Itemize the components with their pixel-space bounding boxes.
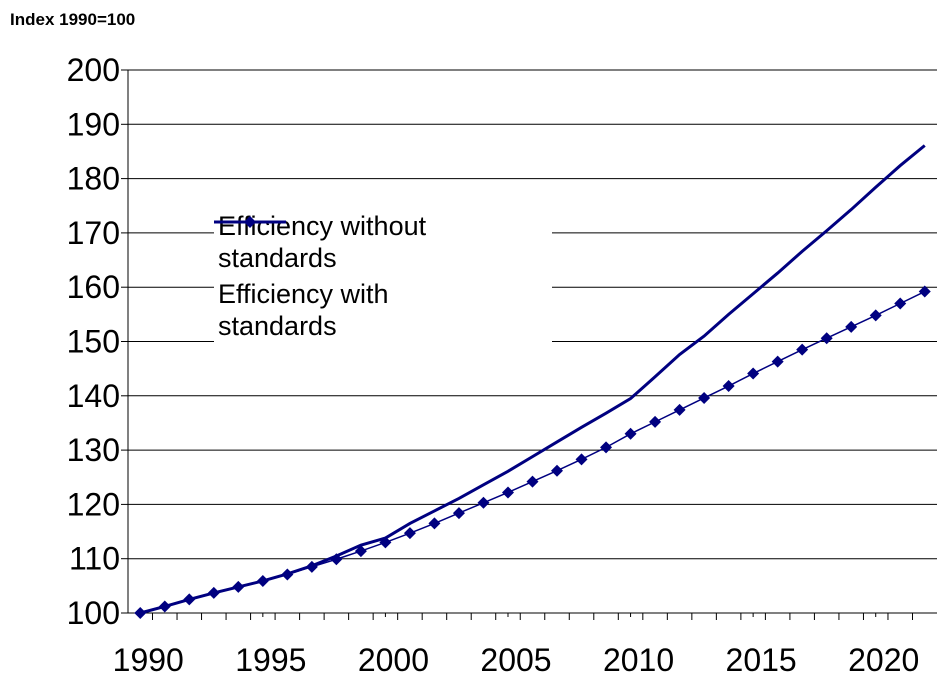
series-line	[139, 144, 926, 615]
data-point	[354, 545, 367, 558]
data-point	[771, 355, 784, 368]
data-point	[428, 517, 441, 530]
y-tick-label: 150	[67, 324, 120, 360]
data-point	[845, 320, 858, 333]
data-point	[526, 475, 539, 488]
x-tick-label: 1995	[235, 642, 306, 678]
data-point	[796, 343, 809, 356]
x-tick-label: 2000	[358, 642, 429, 678]
data-point	[649, 415, 662, 428]
data-point	[747, 367, 760, 380]
legend: Efficiency without standards Efficiency w…	[214, 206, 552, 350]
y-tick-label: 110	[69, 541, 120, 577]
data-point	[624, 427, 637, 440]
data-point	[869, 309, 882, 322]
x-tick-label: 2020	[848, 642, 919, 678]
data-point	[820, 332, 833, 345]
data-point	[894, 297, 907, 310]
y-tick-label: 120	[67, 486, 120, 522]
data-point	[673, 403, 686, 416]
legend-symbol	[214, 220, 286, 224]
data-point	[551, 464, 564, 477]
data-point	[403, 527, 416, 540]
legend-label: Efficiency without standards	[218, 211, 427, 273]
data-point	[452, 507, 465, 520]
y-tick-label: 140	[67, 378, 120, 414]
legend-label: Efficiency with standards	[218, 279, 389, 341]
data-point	[698, 391, 711, 404]
y-axis-title: Index 1990=100	[10, 10, 135, 29]
data-point	[600, 441, 613, 454]
y-tick-label: 180	[67, 161, 120, 197]
y-tick-label: 190	[67, 106, 120, 142]
data-point	[501, 486, 514, 499]
data-point	[722, 380, 735, 393]
x-tick-label: 1990	[113, 642, 184, 678]
legend-item: Efficiency with standards	[214, 220, 548, 342]
data-point	[575, 453, 588, 466]
data-point	[477, 496, 490, 509]
y-tick-label: 100	[67, 595, 120, 631]
y-tick-label: 170	[67, 215, 120, 251]
data-point	[918, 285, 931, 298]
x-tick-label: 2010	[603, 642, 674, 678]
y-tick-label: 160	[67, 269, 120, 305]
x-tick-label: 2015	[726, 642, 797, 678]
legend-item: Efficiency without standards	[214, 210, 548, 274]
x-tick-label: 2005	[480, 642, 551, 678]
y-tick-label: 130	[67, 432, 120, 468]
y-tick-label: 200	[67, 52, 120, 88]
